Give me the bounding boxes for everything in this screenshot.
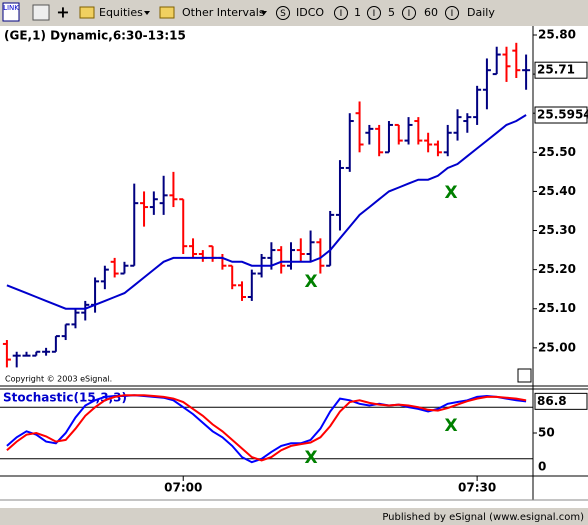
y-tick-label: 25.50 bbox=[538, 145, 576, 159]
stochastic-line bbox=[6, 394, 527, 462]
add-button[interactable]: + bbox=[56, 3, 69, 22]
moving-average bbox=[6, 114, 527, 310]
y-tick-label: 25.00 bbox=[538, 340, 576, 354]
last-value-box bbox=[534, 392, 588, 410]
annotation: X bbox=[444, 416, 457, 436]
last-value-label: 25.71 bbox=[537, 63, 575, 77]
button-label[interactable]: IDCO bbox=[296, 6, 324, 19]
folder-icon bbox=[159, 6, 175, 19]
link-label: LINK bbox=[3, 4, 19, 12]
plot-area: 25.0025.1025.2025.3025.4025.5025.6025.70… bbox=[0, 27, 588, 495]
button-circle[interactable] bbox=[276, 6, 290, 20]
button-icon[interactable]: S bbox=[280, 9, 286, 19]
y-tick-label: 25.30 bbox=[538, 223, 576, 237]
chart-title: (GE,1) Dynamic,6:30-13:15 bbox=[4, 29, 186, 43]
button-label[interactable]: Daily bbox=[467, 6, 495, 19]
stochastic-line bbox=[6, 394, 527, 464]
menu-intervals[interactable]: Other Intervals bbox=[182, 6, 265, 19]
button-icon[interactable]: I bbox=[408, 9, 411, 19]
status-bar bbox=[0, 508, 588, 525]
button-circle[interactable] bbox=[367, 6, 381, 20]
x-tick-label: 07:00 bbox=[164, 481, 202, 495]
button-icon[interactable]: I bbox=[340, 9, 343, 19]
y-tick-label: 25.20 bbox=[538, 262, 576, 276]
button-circle[interactable] bbox=[445, 6, 459, 20]
last-value-box bbox=[534, 61, 588, 79]
copyright: Copyright © 2003 eSignal. bbox=[5, 375, 112, 384]
toolbar: LINK + Equities Other Intervals S IDCO I 1 I… bbox=[0, 0, 588, 26]
button-label[interactable]: 60 bbox=[424, 6, 438, 19]
y-tick-label: 50 bbox=[538, 426, 555, 440]
y-tick-label: 0 bbox=[538, 460, 546, 474]
x-tick-label: 07:30 bbox=[458, 481, 496, 495]
status-text: Published by eSignal (www.esignal.com) bbox=[382, 512, 584, 523]
tool-icon[interactable] bbox=[32, 4, 50, 21]
button-label[interactable]: 1 bbox=[354, 6, 361, 19]
link-icon[interactable] bbox=[2, 2, 20, 22]
button-label[interactable]: 5 bbox=[388, 6, 395, 19]
dropdown-arrow[interactable] bbox=[144, 11, 150, 15]
button-icon[interactable]: I bbox=[373, 9, 376, 19]
interval-buttons: S IDCO I 1 I 5 I 60 I Daily bbox=[276, 6, 495, 20]
annotation: X bbox=[444, 183, 457, 203]
dropdown-arrow[interactable] bbox=[261, 11, 267, 15]
folder-icon bbox=[79, 6, 95, 19]
button-circle[interactable] bbox=[334, 6, 348, 20]
menu-equities[interactable]: Equities bbox=[99, 6, 143, 19]
last-value-label: 25.5954 bbox=[537, 108, 588, 122]
annotation: X bbox=[304, 272, 317, 292]
last-value-box bbox=[534, 106, 588, 124]
y-tick-label: 25.40 bbox=[538, 184, 576, 198]
resize-icon[interactable] bbox=[517, 368, 532, 383]
chart-bg bbox=[0, 26, 588, 508]
button-circle[interactable] bbox=[402, 6, 416, 20]
y-tick-label: 25.10 bbox=[538, 301, 576, 315]
annotation: X bbox=[304, 448, 317, 468]
last-value-label: 86.8 bbox=[537, 394, 567, 408]
toolbar-bg bbox=[0, 0, 588, 26]
button-icon[interactable]: I bbox=[451, 9, 454, 19]
y-tick-label: 25.80 bbox=[538, 27, 576, 41]
